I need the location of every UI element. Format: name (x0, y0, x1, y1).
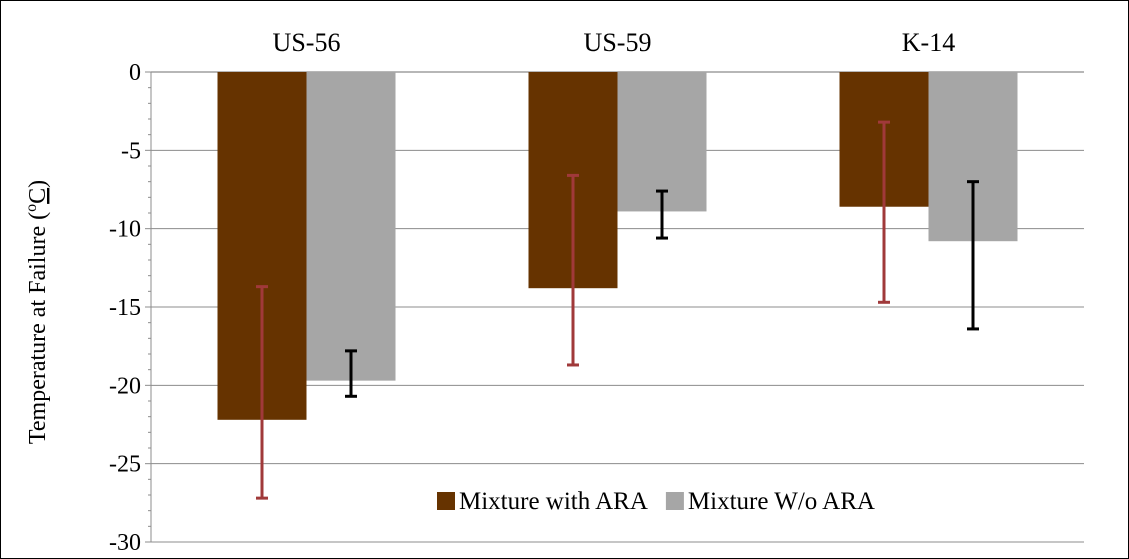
legend-swatch (437, 492, 455, 510)
bar (617, 72, 707, 212)
error-bars (256, 120, 979, 500)
y-tick-label: -20 (109, 373, 141, 399)
y-tick-label: -30 (109, 530, 141, 556)
legend-swatch (665, 492, 684, 510)
y-axis-title-sup: o (23, 204, 40, 212)
legend-label: Mixture W/o ARA (688, 488, 875, 515)
bars (217, 72, 1018, 420)
legend-label: Mixture with ARA (459, 488, 648, 515)
bar (306, 72, 396, 381)
legend: Mixture with ARA Mixture W/o ARA (437, 488, 875, 515)
y-axis-title-close: ) (25, 180, 51, 188)
category-label: US-56 (273, 28, 341, 57)
category-label: K-14 (902, 28, 955, 57)
y-axis: 0 -5 -10 -15 -20 -25 -30 (109, 60, 152, 556)
y-axis-title-main: Temperature at Failure ( (25, 212, 51, 444)
y-tick-label: -25 (109, 452, 141, 478)
y-axis-title-unit: C (25, 188, 51, 204)
category-label: US-59 (584, 28, 652, 57)
category-labels: US-56 US-59 K-14 (273, 28, 956, 57)
y-axis-title: Temperature at Failure (oC) (23, 180, 51, 444)
y-tick-label: 0 (129, 60, 141, 86)
y-tick-label: -10 (109, 217, 141, 243)
y-tick-label: -15 (109, 295, 141, 321)
y-tick-label: -5 (121, 138, 141, 164)
